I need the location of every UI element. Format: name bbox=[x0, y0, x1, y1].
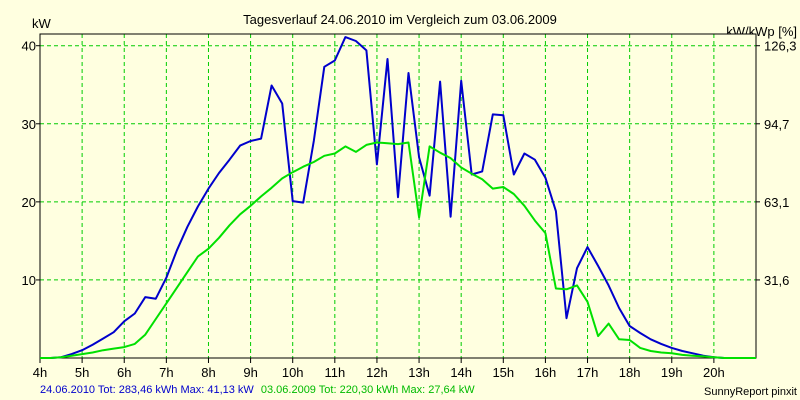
y-tick-label-right: 94,7 bbox=[764, 117, 789, 132]
y-tick-label-left: 10 bbox=[22, 273, 36, 288]
x-tick-label: 20h bbox=[703, 365, 725, 380]
x-tick-label: 12h bbox=[366, 365, 388, 380]
series-lines bbox=[40, 36, 756, 359]
credit-text: SunnyReport pinxit bbox=[704, 386, 797, 398]
x-tick-label: 17h bbox=[577, 365, 599, 380]
svg-text:24.06.2010 Tot: 283,46 kWh Max: 24.06.2010 Tot: 283,46 kWh Max: 41,13 kW… bbox=[40, 384, 475, 396]
x-tick-label: 14h bbox=[450, 365, 472, 380]
x-tick-label: 10h bbox=[282, 365, 304, 380]
x-tick-label: 19h bbox=[661, 365, 683, 380]
x-tick-label: 13h bbox=[408, 365, 430, 380]
x-tick-label: 7h bbox=[159, 365, 173, 380]
x-tick-label: 9h bbox=[243, 365, 257, 380]
y-tick-label-left: 30 bbox=[22, 117, 36, 132]
x-tick-label: 16h bbox=[535, 365, 557, 380]
plot-border bbox=[39, 33, 757, 359]
x-tick-label: 18h bbox=[619, 365, 641, 380]
x-tick-label: 6h bbox=[117, 365, 131, 380]
plot-frame bbox=[36, 33, 760, 363]
x-tick-label: 5h bbox=[75, 365, 89, 380]
y-axis-left-label: kW bbox=[32, 16, 52, 31]
x-tick-label: 8h bbox=[201, 365, 215, 380]
series-line-1 bbox=[40, 36, 756, 359]
x-tick-label: 4h bbox=[33, 365, 47, 380]
y-tick-label-right: 63,1 bbox=[764, 195, 789, 210]
legend-series-2: 03.06.2009 Tot: 220,30 kWh Max: 27,64 kW bbox=[261, 384, 475, 396]
series-line-2 bbox=[40, 141, 756, 359]
x-tick-label: 11h bbox=[324, 365, 345, 380]
chart-title: Tagesverlauf 24.06.2010 im Vergleich zum… bbox=[243, 12, 557, 27]
legend-series-1: 24.06.2010 Tot: 283,46 kWh Max: 41,13 kW bbox=[40, 384, 254, 396]
y-tick-label-right: 126,3 bbox=[764, 39, 797, 54]
y-tick-label-right: 31,6 bbox=[764, 273, 789, 288]
tick-labels: 4h 5h 6h 7h 8h 9h 10h 11h 12h 13h 14h 15h 16h 17h 18h 1… bbox=[22, 39, 797, 380]
y-tick-label-left: 40 bbox=[22, 39, 36, 54]
x-tick-label: 15h bbox=[492, 365, 514, 380]
y-tick-label-left: 20 bbox=[22, 195, 36, 210]
